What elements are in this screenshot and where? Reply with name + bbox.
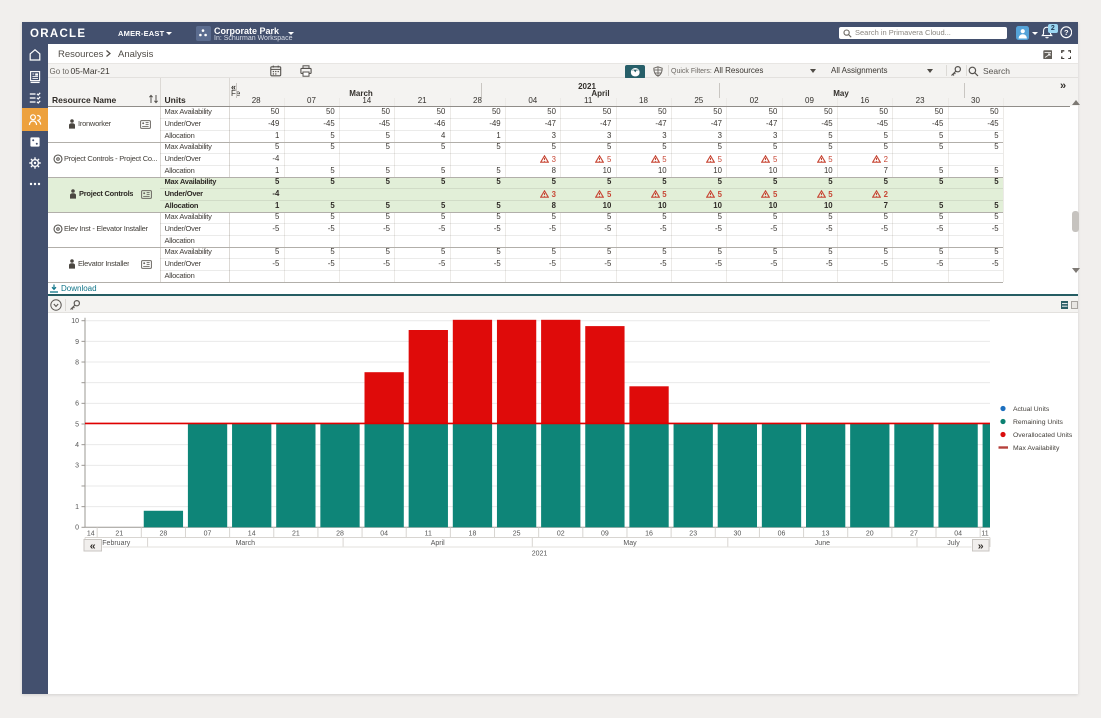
svg-text:07: 07: [204, 530, 212, 537]
svg-text:18: 18: [469, 530, 477, 537]
svg-text:11: 11: [981, 530, 988, 537]
svg-text:21: 21: [292, 530, 300, 537]
svg-text:2021: 2021: [532, 551, 548, 558]
svg-text:April: April: [431, 540, 445, 547]
svg-text:28: 28: [160, 530, 168, 537]
svg-text:Overallocated Units: Overallocated Units: [1013, 432, 1073, 439]
svg-text:Actual Units: Actual Units: [1013, 406, 1050, 413]
svg-text:8: 8: [75, 359, 79, 366]
svg-text:23: 23: [689, 530, 697, 537]
svg-text:0: 0: [75, 525, 79, 532]
svg-text:3: 3: [75, 463, 79, 470]
svg-text:June: June: [815, 540, 830, 547]
svg-text:11: 11: [425, 530, 432, 537]
svg-text:May: May: [623, 540, 637, 547]
svg-text:4: 4: [75, 442, 79, 449]
svg-text:25: 25: [513, 530, 521, 537]
svg-text:«: «: [90, 540, 96, 552]
svg-text:16: 16: [645, 530, 653, 537]
svg-text:Max Availability: Max Availability: [1013, 445, 1060, 452]
svg-text:09: 09: [601, 530, 609, 537]
svg-text:1: 1: [75, 504, 79, 511]
svg-text:14: 14: [87, 530, 95, 537]
svg-text:13: 13: [822, 530, 830, 537]
svg-text:July: July: [947, 540, 960, 547]
svg-text:?: ?: [1063, 28, 1068, 37]
svg-text:14: 14: [248, 530, 256, 537]
svg-text:04: 04: [380, 530, 388, 537]
svg-text:02: 02: [557, 530, 565, 537]
svg-text:Remaining Units: Remaining Units: [1013, 419, 1063, 426]
svg-text:10: 10: [71, 318, 79, 325]
svg-text:06: 06: [778, 530, 786, 537]
svg-text:20: 20: [866, 530, 874, 537]
svg-text:9: 9: [75, 339, 79, 346]
svg-text:»: »: [978, 540, 984, 552]
svg-text:6: 6: [75, 401, 79, 408]
svg-text:30: 30: [733, 530, 741, 537]
svg-text:February: February: [102, 540, 131, 547]
svg-text:March: March: [236, 540, 256, 547]
svg-text:04: 04: [954, 530, 962, 537]
svg-text:5: 5: [75, 421, 79, 428]
svg-text:28: 28: [336, 530, 344, 537]
svg-text:27: 27: [910, 530, 918, 537]
svg-text:21: 21: [115, 530, 123, 537]
